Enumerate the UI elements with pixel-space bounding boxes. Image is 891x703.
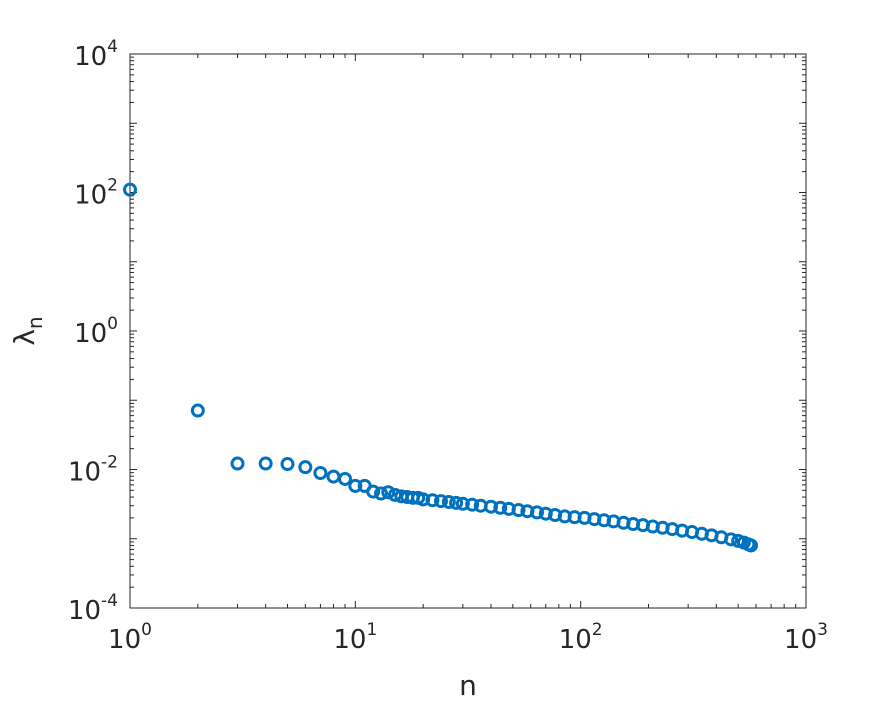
data-point [123,182,137,197]
y-tick-label-base: 10 [68,596,101,626]
x-tick-label-exp: 0 [141,620,152,640]
x-tick-label-base: 10 [108,625,141,655]
data-point [425,493,440,508]
x-tick-label: 101 [333,620,377,655]
data-point [258,456,273,471]
data-point [298,460,313,475]
y-tick-label-exp: -4 [101,591,118,611]
data-point [374,486,389,501]
x-tick-label: 102 [559,620,603,655]
data-point [381,485,396,500]
data-point [434,494,449,509]
data-point [441,494,456,509]
data-point [724,532,739,547]
data-point [280,457,295,472]
axis-ticks [129,54,806,609]
data-point [388,487,403,502]
y-axis-title-subscript: n [23,316,47,329]
data-point [416,492,431,507]
data-point [348,478,363,493]
y-tick-label-base: 10 [68,458,101,488]
x-tick-label: 100 [108,620,152,655]
y-tick-label-exp: 4 [107,37,118,57]
y-tick-label-exp: 2 [107,176,118,196]
x-tick-label-base: 10 [559,625,592,655]
y-tick-label: 10-4 [68,591,118,626]
data-point [190,403,205,418]
x-tick-label-base: 10 [333,625,366,655]
x-tick-label-base: 10 [784,625,817,655]
data-point [313,466,328,481]
y-tick-label-exp: -2 [101,453,118,473]
data-point [366,484,381,499]
y-tick-label: 100 [74,314,118,349]
x-tick-label-exp: 3 [817,620,828,640]
data-markers [123,182,758,553]
data-point [230,456,245,471]
y-tick-label-base: 10 [74,181,107,211]
x-tick-label: 103 [784,620,828,655]
y-tick-label: 102 [74,176,118,211]
data-point [465,497,480,512]
data-point [493,500,508,515]
data-point [743,538,758,553]
y-axis-title: λn [8,316,47,345]
y-axis-title-symbol: λ [8,329,41,346]
data-point [449,495,464,510]
y-tick-label: 10-2 [68,453,118,488]
y-tick-label: 104 [74,37,118,72]
x-tick-label-exp: 1 [366,620,377,640]
data-point [511,503,526,518]
y-tick-label-exp: 0 [107,314,118,334]
y-tick-label-base: 10 [74,319,107,349]
data-point [455,496,470,511]
data-point [483,499,498,514]
data-point [529,505,544,520]
data-point [538,506,553,521]
x-axis-title: n [459,669,477,702]
plot-area [129,53,807,609]
y-tick-label-base: 10 [74,42,107,72]
x-tick-label-exp: 2 [592,620,603,640]
data-point [338,471,353,486]
